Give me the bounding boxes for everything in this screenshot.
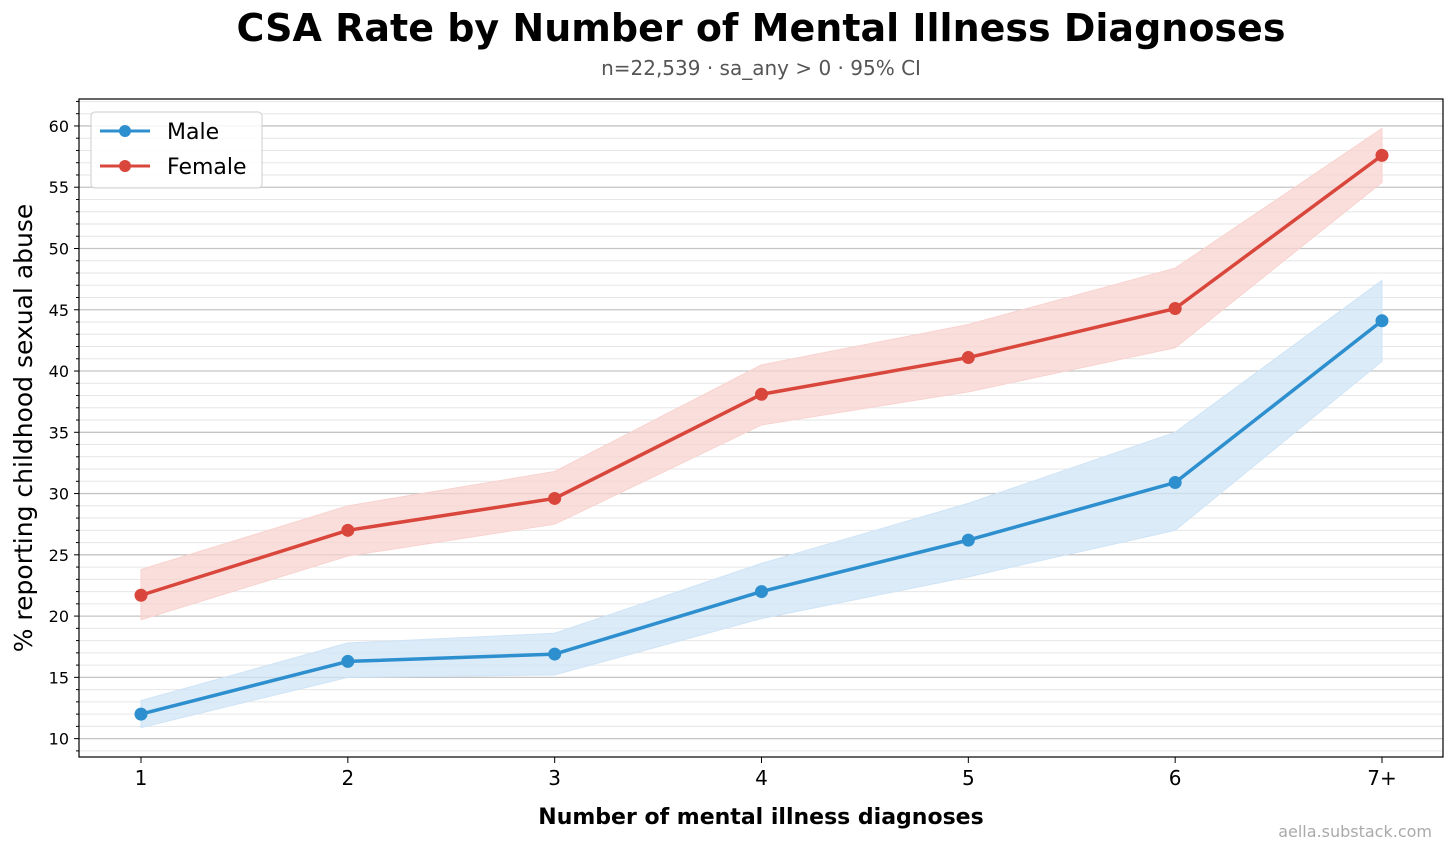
watermark: aella.substack.com: [1278, 822, 1432, 841]
legend: Male Female: [90, 111, 263, 189]
data-points: [134, 148, 1389, 721]
y-tick-label: 10: [49, 730, 69, 749]
x-axis: 1 2 3 4 5 6 7+: [135, 757, 1397, 790]
confidence-bands: [140, 127, 1383, 729]
legend-female-marker: [119, 160, 131, 172]
female-data-point: [961, 351, 975, 365]
y-axis-label: % reporting childhood sexual abuse: [9, 204, 38, 653]
male-data-point: [134, 707, 148, 721]
y-tick-label: 15: [49, 668, 69, 687]
y-tick-label: 25: [49, 546, 69, 565]
y-tick-label: 35: [49, 423, 69, 442]
male-data-point: [548, 647, 562, 661]
chart-subtitle: n=22,539 · sa_any > 0 · 95% CI: [601, 56, 921, 80]
y-tick-label: 45: [49, 301, 69, 320]
male-data-point: [1375, 314, 1389, 328]
x-tick-label: 3: [548, 766, 561, 790]
x-tick-label: 6: [1169, 766, 1182, 790]
x-axis-label: Number of mental illness diagnoses: [538, 805, 983, 830]
female-data-point: [134, 588, 148, 602]
chart-title: CSA Rate by Number of Mental Illness Dia…: [237, 6, 1286, 50]
x-tick-label: 5: [962, 766, 975, 790]
y-axis: 10 15 20 25 30 35 40 45 50 55 60: [49, 100, 79, 752]
female-data-point: [755, 387, 768, 401]
male-data-point: [961, 533, 975, 547]
legend-male-label: Male: [167, 120, 219, 145]
y-tick-label: 40: [49, 362, 69, 381]
female-data-point: [548, 491, 562, 505]
y-tick-label: 50: [49, 239, 69, 258]
male-data-point: [755, 585, 768, 599]
y-tick-label: 60: [49, 117, 69, 136]
y-tick-label: 20: [49, 607, 69, 626]
legend-female-label: Female: [167, 155, 247, 180]
y-tick-label: 55: [49, 178, 69, 197]
x-tick-label: 1: [135, 766, 148, 790]
female-data-point: [341, 523, 355, 537]
female-data-point: [1375, 148, 1389, 162]
male-ci-band: [140, 279, 1383, 729]
female-data-point: [1168, 302, 1182, 316]
male-data-point: [341, 654, 355, 668]
x-tick-label: 7+: [1367, 766, 1396, 790]
y-tick-label: 30: [49, 485, 69, 504]
male-data-point: [1168, 476, 1182, 490]
x-tick-label: 4: [755, 766, 768, 790]
legend-male-marker: [119, 125, 131, 137]
female-ci-band: [140, 127, 1383, 621]
x-tick-label: 2: [341, 766, 354, 790]
